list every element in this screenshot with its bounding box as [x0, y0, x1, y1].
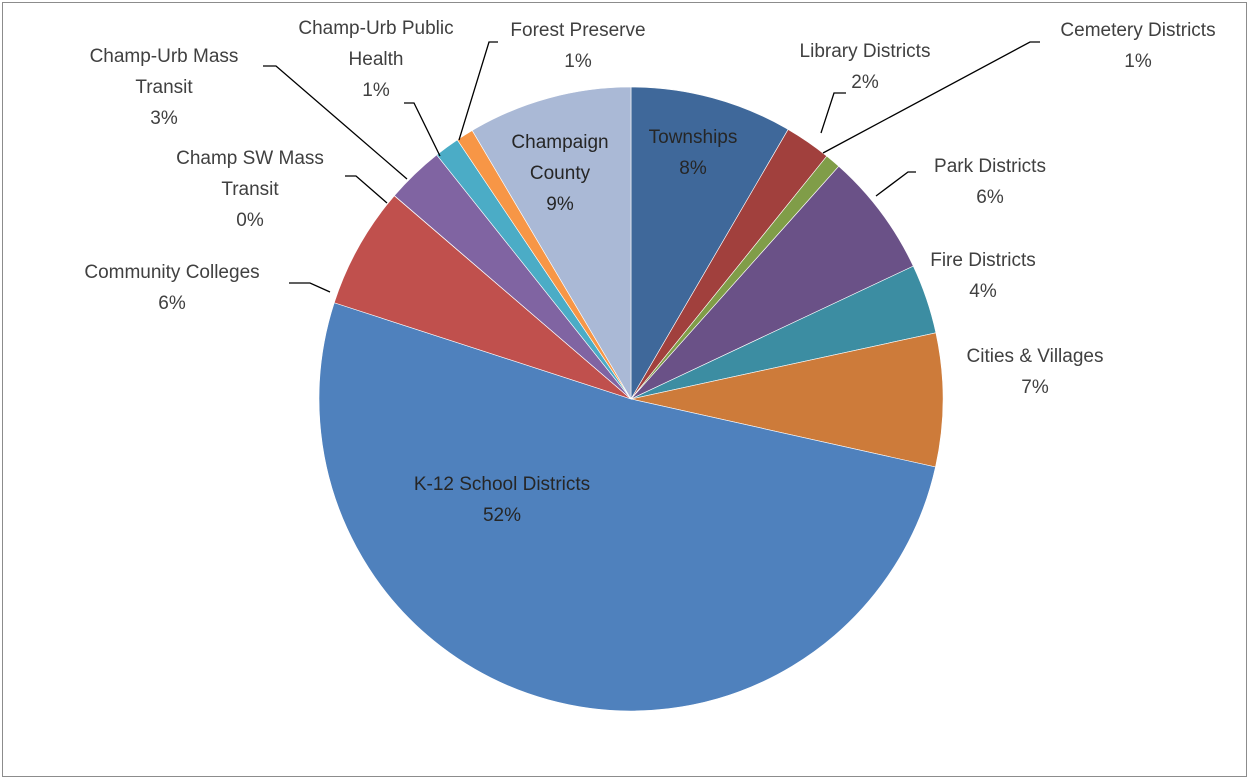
leader-line-community-colleges	[289, 282, 331, 293]
pie-slice-townships	[630, 86, 789, 401]
data-label-line: Townships	[649, 127, 738, 148]
data-label-line: 52%	[483, 505, 521, 526]
data-label-line: 2%	[851, 72, 879, 93]
data-label-line: 6%	[158, 293, 186, 314]
leader-line-champ-urb-mass-transit	[263, 65, 408, 180]
data-label-line: County	[530, 163, 591, 184]
data-label-community-colleges: Community Colleges 6%	[84, 262, 259, 314]
data-label-line: 7%	[1021, 377, 1049, 398]
data-label-line: Champ SW Mass	[176, 148, 324, 169]
data-label-cemetery-districts: Cemetery Districts 1%	[1060, 20, 1215, 72]
data-label-fire-districts: Fire Districts 4%	[930, 250, 1036, 302]
leader-lines	[263, 41, 1040, 293]
leader-line-champ-sw-mass-transit	[345, 175, 388, 204]
data-label-line: Champ-Urb Mass	[90, 46, 239, 67]
data-label-cities-and-villages: Cities & Villages 7%	[967, 346, 1104, 398]
pie-slice-k-12-school-districts	[318, 302, 936, 712]
data-label-line: Transit	[221, 179, 279, 200]
data-label-line: 1%	[564, 51, 592, 72]
data-label-line: Champ-Urb Public	[298, 18, 453, 39]
data-label-line: Champaign	[511, 132, 608, 153]
data-label-champ-sw-mass-transit: Champ SW Mass Transit 0%	[176, 148, 324, 231]
data-label-line: Cemetery Districts	[1060, 20, 1215, 41]
pie-slice-champaign-county	[471, 86, 632, 401]
data-label-line: Cities & Villages	[967, 346, 1104, 367]
data-label-line: Health	[349, 49, 404, 70]
data-label-line: 3%	[150, 108, 178, 129]
leader-line-cemetery-districts	[822, 41, 1040, 154]
data-label-park-districts: Park Districts 6%	[934, 156, 1046, 208]
data-label-line: Forest Preserve	[510, 20, 645, 41]
data-label-line: 1%	[362, 80, 390, 101]
data-label-line: Community Colleges	[84, 262, 259, 283]
data-labels: Townships 8% Library Districts 2% Cemetery D…	[84, 18, 1215, 526]
pie-slice-cities-and-villages	[630, 332, 944, 468]
data-label-library-districts: Library Districts 2%	[800, 41, 931, 93]
data-label-k-12-school-districts: K-12 School Districts 52%	[414, 474, 590, 526]
pie-slice-park-districts	[630, 165, 914, 400]
data-label-champaign-county: Champaign County 9%	[511, 132, 608, 215]
data-label-line: 0%	[236, 210, 264, 231]
data-label-line: Park Districts	[934, 156, 1046, 177]
data-label-line: Transit	[135, 77, 193, 98]
data-label-line: K-12 School Districts	[414, 474, 590, 495]
pie-slices	[318, 86, 944, 712]
data-label-line: 4%	[969, 281, 997, 302]
data-label-townships: Townships 8%	[649, 127, 738, 179]
data-label-line: Library Districts	[800, 41, 931, 62]
pie-slice-community-colleges	[333, 195, 632, 400]
data-label-line: Fire Districts	[930, 250, 1036, 271]
data-label-line: 9%	[546, 194, 574, 215]
leader-line-champ-urb-public-health	[404, 102, 441, 157]
leader-line-forest-preserve	[458, 41, 498, 141]
data-label-champ-urb-public-health: Champ-Urb Public Health 1%	[298, 18, 453, 101]
data-label-forest-preserve: Forest Preserve 1%	[510, 20, 645, 72]
data-label-line: 8%	[679, 158, 707, 179]
data-label-champ-urb-mass-transit: Champ-Urb Mass Transit 3%	[90, 46, 239, 129]
leader-line-library-districts	[820, 92, 846, 134]
data-label-line: 6%	[976, 187, 1004, 208]
leader-line-park-districts	[875, 171, 916, 197]
data-label-line: 1%	[1124, 51, 1152, 72]
